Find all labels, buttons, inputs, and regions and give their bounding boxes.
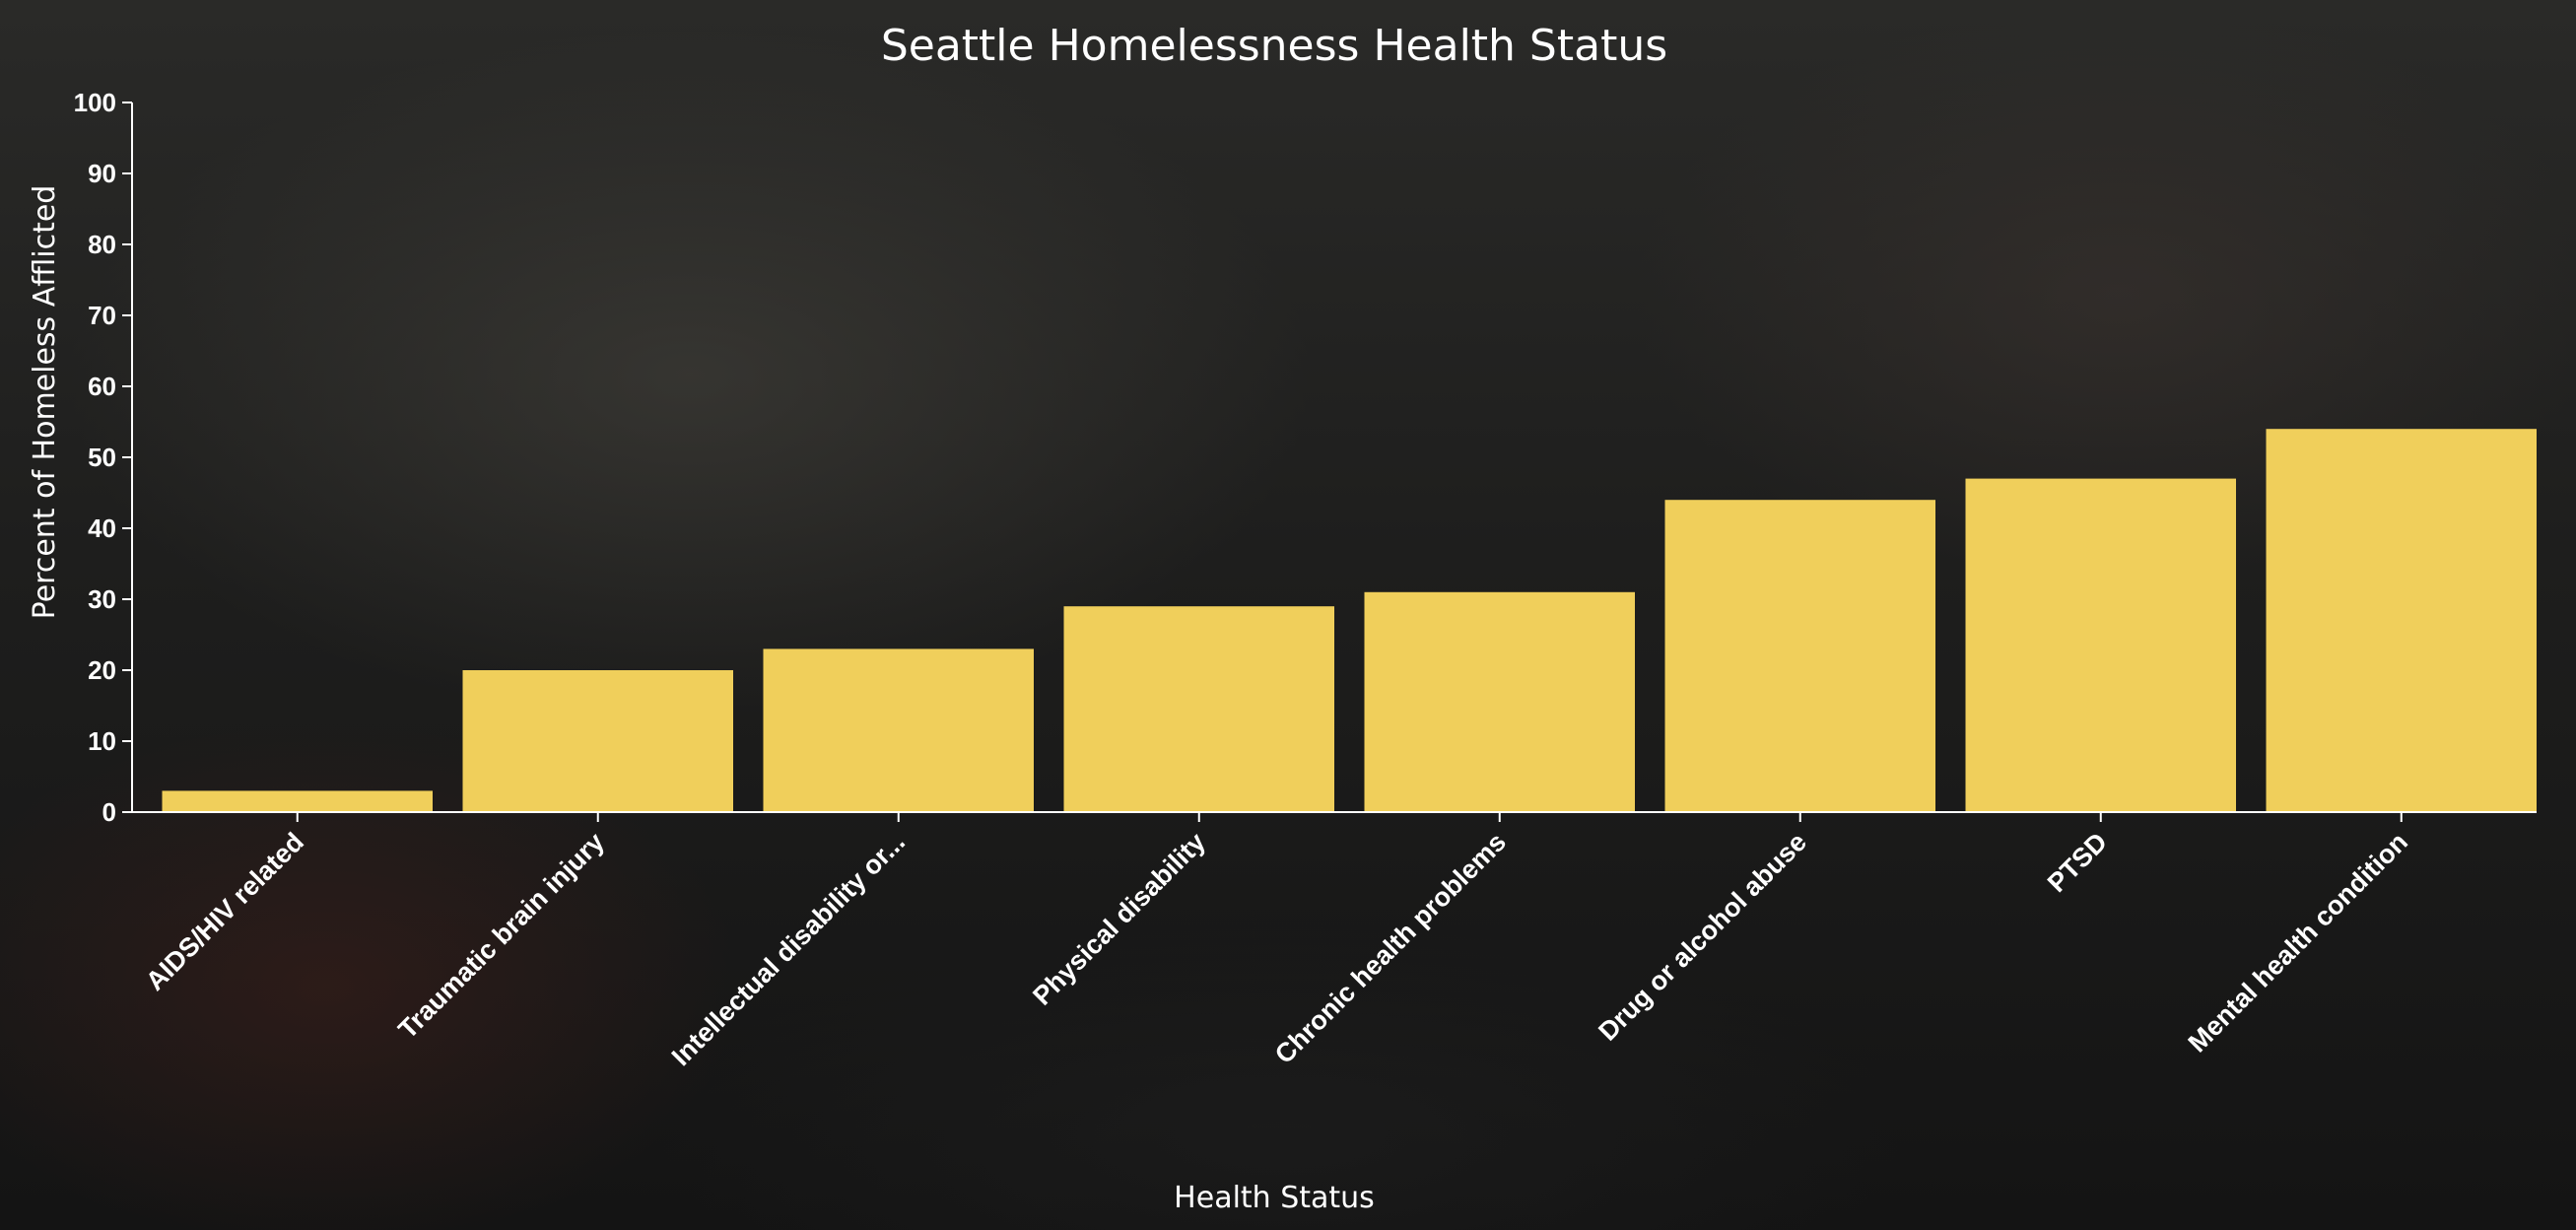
- y-tick-label: 60: [88, 372, 116, 401]
- x-tick-label: Intellectual disability or...: [666, 827, 911, 1071]
- y-tick-label: 0: [102, 797, 116, 827]
- y-tick-label: 90: [88, 159, 116, 188]
- bar: [1664, 500, 1935, 812]
- x-tick-label: Mental health condition: [2183, 827, 2413, 1058]
- x-tick-label: Chronic health problems: [1269, 827, 1512, 1069]
- bar: [162, 790, 433, 812]
- bar: [2266, 429, 2537, 812]
- y-tick-label: 80: [88, 230, 116, 259]
- x-tick-label: Physical disability: [1027, 827, 1211, 1011]
- x-axis: AIDS/HIV related Traumatic brain injury In…: [132, 811, 2537, 1071]
- bars-layer: [162, 429, 2537, 812]
- y-tick-label: 70: [88, 301, 116, 330]
- x-tick-label: PTSD: [2042, 827, 2113, 898]
- x-tick-label: Drug or alcohol abuse: [1593, 827, 1812, 1047]
- bar: [1364, 591, 1635, 812]
- bar: [763, 649, 1034, 812]
- chart-title: Seattle Homelessness Health Status: [881, 21, 1667, 71]
- bar: [462, 670, 733, 812]
- y-tick-label: 30: [88, 584, 116, 614]
- y-axis: 0 10 20 30 40 50 60 70 80 90 100: [74, 88, 133, 827]
- x-tick-label: AIDS/HIV related: [140, 827, 309, 996]
- y-tick-label: 20: [88, 655, 116, 685]
- y-axis-title: Percent of Homeless Afflicted: [28, 185, 62, 620]
- bar: [1965, 478, 2236, 812]
- x-tick-label: Traumatic brain injury: [392, 827, 610, 1045]
- y-tick-label: 50: [88, 443, 116, 472]
- x-axis-title: Health Status: [1174, 1181, 1375, 1215]
- y-tick-label: 10: [88, 726, 116, 756]
- y-tick-label: 40: [88, 513, 116, 543]
- y-tick-label: 100: [74, 88, 116, 117]
- bar: [1063, 606, 1334, 812]
